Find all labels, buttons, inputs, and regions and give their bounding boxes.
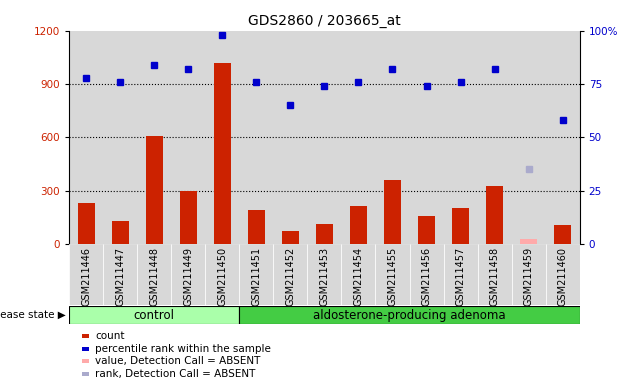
Bar bbox=[171, 244, 205, 305]
Text: GSM211450: GSM211450 bbox=[217, 247, 227, 306]
Bar bbox=[478, 244, 512, 305]
Text: disease state ▶: disease state ▶ bbox=[0, 310, 66, 320]
Bar bbox=[239, 306, 580, 324]
Bar bbox=[444, 31, 478, 244]
Bar bbox=[137, 31, 171, 244]
Bar bbox=[512, 31, 546, 244]
Bar bbox=[146, 136, 163, 244]
Text: value, Detection Call = ABSENT: value, Detection Call = ABSENT bbox=[95, 356, 260, 366]
Bar bbox=[214, 63, 231, 244]
Bar bbox=[248, 210, 265, 244]
Bar bbox=[375, 244, 410, 305]
Bar bbox=[307, 31, 341, 244]
Title: GDS2860 / 203665_at: GDS2860 / 203665_at bbox=[248, 14, 401, 28]
Bar bbox=[452, 208, 469, 244]
Text: GSM211447: GSM211447 bbox=[115, 247, 125, 306]
Bar bbox=[69, 31, 103, 244]
Text: GSM211452: GSM211452 bbox=[285, 247, 295, 306]
Text: GSM211455: GSM211455 bbox=[387, 247, 398, 306]
Bar bbox=[69, 244, 103, 305]
Text: GSM211459: GSM211459 bbox=[524, 247, 534, 306]
Text: GSM211451: GSM211451 bbox=[251, 247, 261, 306]
Bar bbox=[341, 244, 375, 305]
Text: GSM211446: GSM211446 bbox=[81, 247, 91, 306]
Bar bbox=[112, 221, 129, 244]
Bar bbox=[171, 31, 205, 244]
Bar bbox=[103, 31, 137, 244]
Text: rank, Detection Call = ABSENT: rank, Detection Call = ABSENT bbox=[95, 369, 256, 379]
Text: GSM211448: GSM211448 bbox=[149, 247, 159, 306]
Bar bbox=[205, 244, 239, 305]
Bar bbox=[307, 244, 341, 305]
Bar bbox=[554, 225, 571, 244]
Text: control: control bbox=[134, 309, 175, 322]
Text: GSM211458: GSM211458 bbox=[490, 247, 500, 306]
Bar bbox=[520, 239, 537, 244]
Text: GSM211454: GSM211454 bbox=[353, 247, 364, 306]
Bar bbox=[410, 244, 444, 305]
Text: GSM211449: GSM211449 bbox=[183, 247, 193, 306]
Bar bbox=[350, 206, 367, 244]
Bar bbox=[512, 244, 546, 305]
Bar bbox=[316, 224, 333, 244]
Text: GSM211460: GSM211460 bbox=[558, 247, 568, 306]
Bar bbox=[341, 31, 375, 244]
Bar bbox=[410, 31, 444, 244]
Bar bbox=[273, 244, 307, 305]
Bar bbox=[282, 232, 299, 244]
Bar bbox=[78, 203, 95, 244]
Bar bbox=[384, 180, 401, 244]
Bar bbox=[546, 31, 580, 244]
Bar bbox=[478, 31, 512, 244]
Bar bbox=[546, 244, 580, 305]
Text: GSM211456: GSM211456 bbox=[421, 247, 432, 306]
Text: count: count bbox=[95, 331, 125, 341]
Bar bbox=[69, 306, 239, 324]
Text: GSM211453: GSM211453 bbox=[319, 247, 329, 306]
Bar bbox=[205, 31, 239, 244]
Bar bbox=[486, 186, 503, 244]
Bar bbox=[444, 244, 478, 305]
Bar bbox=[103, 244, 137, 305]
Bar bbox=[239, 244, 273, 305]
Bar bbox=[375, 31, 410, 244]
Bar bbox=[239, 31, 273, 244]
Bar bbox=[137, 244, 171, 305]
Text: aldosterone-producing adenoma: aldosterone-producing adenoma bbox=[313, 309, 506, 322]
Bar bbox=[273, 31, 307, 244]
Bar bbox=[180, 192, 197, 244]
Text: GSM211457: GSM211457 bbox=[455, 247, 466, 306]
Text: percentile rank within the sample: percentile rank within the sample bbox=[95, 344, 271, 354]
Bar bbox=[418, 216, 435, 244]
